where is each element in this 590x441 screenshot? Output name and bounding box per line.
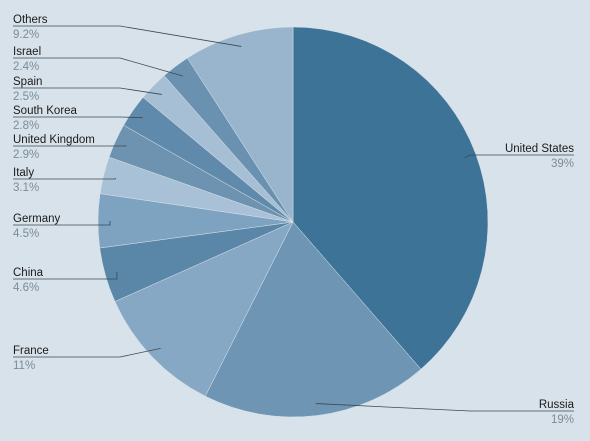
slice-value-label: 3.1% <box>13 182 39 194</box>
slice-value-label: 2.4% <box>13 61 39 73</box>
leader-line <box>13 87 162 95</box>
slice-value-label: 11% <box>13 360 35 372</box>
leader-line <box>13 57 183 77</box>
slice-label: Israel <box>13 46 41 58</box>
slice-label: Russia <box>539 399 575 411</box>
slice-value-label: 19% <box>551 414 574 426</box>
slice-value-label: 2.5% <box>13 91 39 103</box>
leader-line <box>13 220 111 226</box>
pie-slice <box>187 26 294 223</box>
pie-slice <box>114 221 294 397</box>
leader-line <box>13 347 161 358</box>
pie-slice <box>204 221 422 418</box>
leader-line <box>315 403 574 412</box>
slice-value-label: 2.8% <box>13 120 39 132</box>
slice-value-label: 9.2% <box>13 29 39 41</box>
slice-label: Italy <box>13 167 34 179</box>
leader-line <box>13 116 143 119</box>
leader-line <box>464 154 574 159</box>
slice-value-label: 39% <box>551 158 574 170</box>
slice-label: Germany <box>13 213 61 225</box>
slice-label: Spain <box>13 76 42 88</box>
leader-line <box>13 178 116 180</box>
slice-label: United Kingdom <box>13 134 95 146</box>
slice-value-label: 4.6% <box>13 282 39 294</box>
leader-line <box>13 272 118 280</box>
leader-line <box>13 25 242 47</box>
slice-label: France <box>13 345 49 357</box>
slice-label: Others <box>13 14 48 26</box>
slice-label: United States <box>505 143 574 155</box>
slice-value-label: 4.5% <box>13 228 39 240</box>
slice-label: China <box>13 267 44 279</box>
slice-value-label: 2.9% <box>13 149 39 161</box>
pie-slice <box>292 26 489 370</box>
slice-label: South Korea <box>13 105 78 117</box>
